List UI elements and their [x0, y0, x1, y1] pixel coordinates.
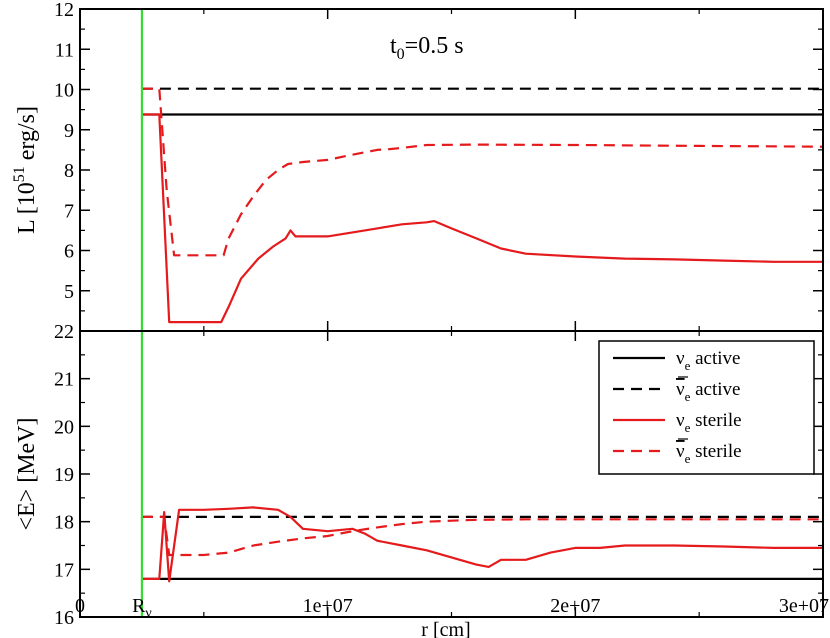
x-axis-label: r [cm]	[421, 619, 470, 638]
legend-text: active	[690, 348, 740, 369]
x-tick-label: 3e+07	[779, 595, 829, 617]
legend-symbol: ν	[676, 379, 685, 400]
top-ytick-label: 10	[54, 80, 74, 102]
time-annotation-sub: 0	[397, 46, 405, 63]
mean-energy-panel: 22 21 20 19 18 17 160 1e+07 2e+07 3e+07 Rν r [cm] <E…	[14, 321, 829, 638]
bottom-ytick-label: 18	[54, 512, 74, 534]
top-y-axis-label-base: L [10	[14, 182, 40, 234]
legend-label-0: νe active	[676, 348, 740, 373]
top-series-nuebar_sterile	[141, 87, 824, 257]
legend-symbol: ν	[676, 410, 685, 431]
x-tick-label: 1e+07	[303, 595, 353, 617]
legend-sub: e	[685, 389, 691, 404]
legend-label-1: νe active	[676, 379, 740, 404]
top-ytick-label: 6	[64, 241, 74, 263]
bottom-ytick-label: 16	[54, 607, 74, 629]
top-series-nue_sterile	[141, 113, 823, 324]
bottom-ytick-label: 21	[54, 369, 74, 391]
top-ytick-label: 9	[64, 120, 74, 142]
top-ytick-label: 12	[54, 0, 74, 21]
bottom-ytick-label: 19	[54, 464, 74, 486]
legend-symbol: ν	[676, 441, 685, 462]
r-nu-tick-label: Rν	[132, 595, 152, 621]
bottom-ytick-label: 17	[54, 559, 74, 581]
bottom-series-nue_sterile	[141, 506, 823, 583]
legend-symbol: ν	[676, 348, 685, 369]
top-y-axis-label-sup: 51	[11, 166, 28, 182]
legend-text: active	[690, 379, 740, 400]
top-ytick-label: 7	[64, 200, 74, 222]
time-annotation-rest: =0.5 s	[405, 33, 464, 59]
legend-text: sterile	[690, 441, 741, 462]
legend-sub: e	[685, 358, 691, 373]
legend-text: sterile	[690, 410, 741, 431]
r-nu-tick-label-base: R	[132, 595, 146, 617]
x-tick-label: 0	[75, 595, 85, 617]
luminosity-panel: 12 11 10 9 8 7 6 5 t0=0.5 s L [1051 erg/s]	[11, 0, 824, 332]
bottom-ytick-label: 22	[54, 321, 74, 343]
legend-sub: e	[685, 420, 691, 435]
r-nu-tick-label-sub: ν	[145, 606, 151, 621]
bottom-y-axis-label: <E> [MeV]	[14, 417, 40, 530]
bottom-ytick-label: 20	[54, 416, 74, 438]
x-tick-label: 2e+07	[550, 595, 600, 617]
legend-label-2: νe sterile	[676, 410, 742, 435]
time-annotation-base: t	[390, 33, 397, 59]
top-ytick-label: 11	[55, 39, 74, 61]
top-ytick-label: 5	[64, 281, 74, 303]
bottom-series-nuebar_sterile	[141, 515, 823, 557]
top-y-axis-label-rest: erg/s]	[14, 106, 40, 166]
top-ytick-label: 8	[64, 160, 74, 182]
time-annotation: t0=0.5 s	[390, 33, 464, 63]
top-y-axis-label: L [1051 erg/s]	[11, 106, 40, 234]
legend-label-3: νe sterile	[676, 441, 742, 466]
legend-sub: e	[685, 451, 691, 466]
